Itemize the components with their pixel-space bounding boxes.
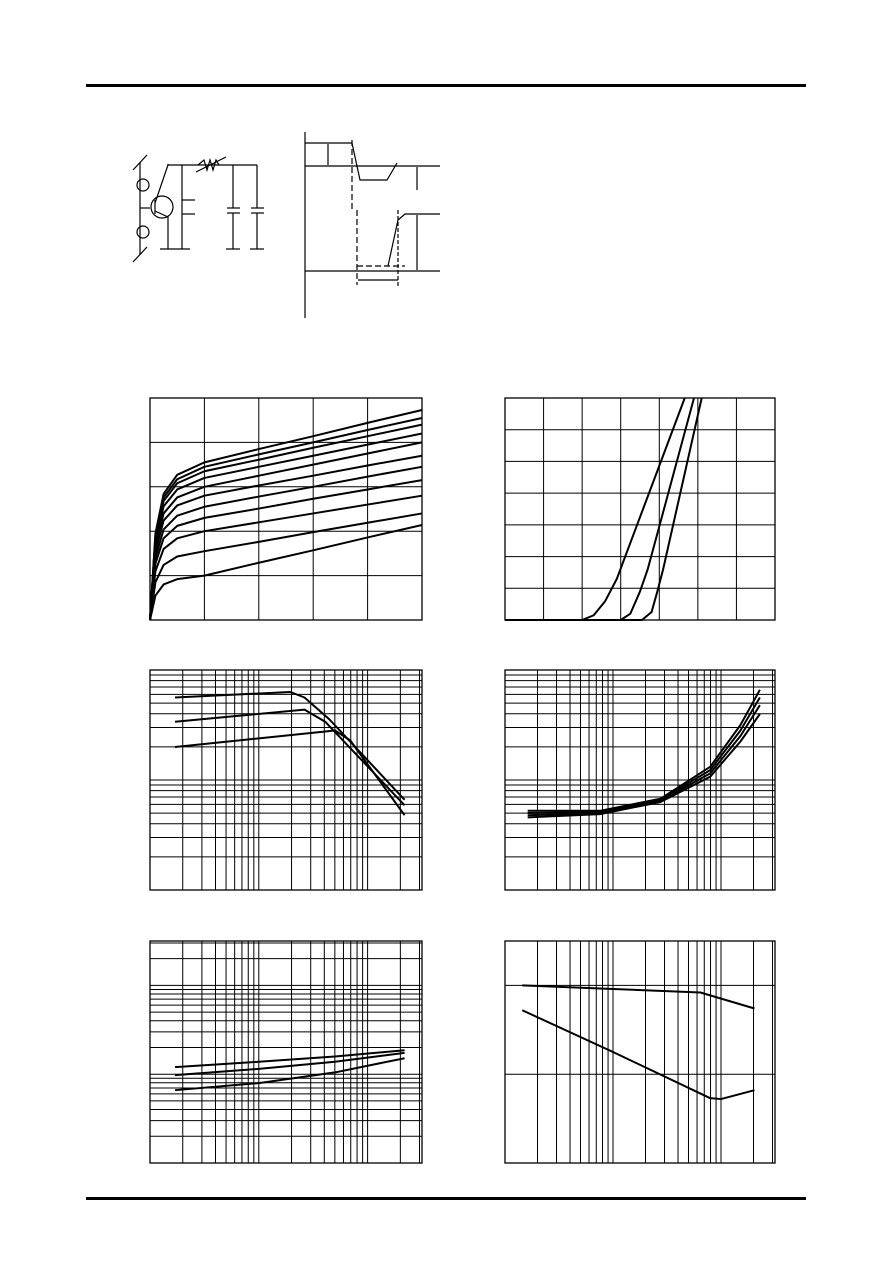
- series-curve-5: [149, 441, 423, 621]
- header-rule: [86, 84, 806, 87]
- series-curve-11: [149, 524, 423, 621]
- chart-3: [149, 669, 423, 891]
- switching-time-test-circuit: [132, 132, 440, 318]
- series-curve-2: [505, 397, 695, 621]
- series-curve-3: [527, 704, 761, 817]
- series-curve-4: [149, 432, 423, 621]
- plot-frame: [504, 940, 776, 1164]
- series-curve-1: [174, 1049, 405, 1069]
- switching-waveform-diagram: [304, 132, 440, 318]
- series-curve-8: [149, 479, 423, 621]
- variable-resistor-icon: [197, 157, 220, 173]
- chart-4: [504, 669, 776, 891]
- test-circuit-schematic: [132, 154, 264, 263]
- plot-frame: [149, 669, 423, 891]
- plot-frame: [149, 940, 423, 1164]
- current-source-icon: [136, 178, 150, 192]
- series-curve-7: [149, 465, 423, 621]
- series-curve-2: [174, 1051, 405, 1077]
- footer-rule: [86, 1197, 806, 1200]
- chart-5: [149, 940, 423, 1164]
- plot-frame: [149, 397, 423, 621]
- series-curve-3: [174, 1057, 405, 1092]
- series-curve-3: [505, 397, 703, 621]
- series-curve-10: [149, 512, 423, 621]
- series-curve-1: [527, 689, 761, 812]
- series-curve-9: [149, 494, 423, 621]
- series-curve-6: [149, 454, 423, 621]
- series-curve-1: [174, 691, 406, 801]
- series-curve-2: [521, 1009, 755, 1101]
- chart-2: [504, 397, 776, 621]
- plot-frame: [504, 669, 776, 891]
- series-curve-2: [527, 696, 761, 814]
- chart-6: [504, 940, 776, 1164]
- series-curve-2: [149, 417, 423, 621]
- series-curve-3: [174, 729, 406, 816]
- series-curve-2: [174, 708, 406, 806]
- plot-frame: [504, 397, 776, 621]
- current-source-icon: [136, 225, 150, 239]
- series-curve-1: [522, 984, 755, 1010]
- chart-1: [149, 397, 423, 621]
- series-curve-4: [527, 713, 761, 819]
- transistor-icon: [150, 195, 174, 219]
